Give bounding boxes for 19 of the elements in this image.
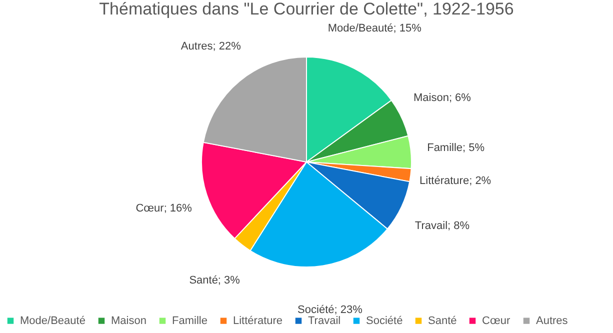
legend-label: Société — [366, 314, 403, 327]
data-label: Santé; 3% — [189, 274, 240, 287]
data-label: Société; 23% — [298, 304, 363, 316]
legend-label: Travail — [308, 314, 341, 327]
data-label: Mode/Beauté; 15% — [328, 22, 422, 34]
data-label: Maison; 6% — [413, 92, 472, 104]
data-label: Autres; 22% — [180, 40, 242, 52]
legend-label: Autres — [536, 314, 568, 327]
data-label: Famille; 5% — [427, 142, 485, 154]
data-label: Cœur; 16% — [136, 202, 192, 214]
legend-label: Maison — [111, 314, 146, 327]
legend-label: Cœur — [482, 314, 510, 327]
data-label: Travail; 8% — [414, 220, 470, 232]
chart-title: Thématiques dans "Le Courrier de Colette", 1922-1956 — [99, 0, 514, 18]
legend-label: Famille — [172, 314, 208, 327]
legend-label: Santé — [428, 314, 457, 327]
legend-label: Mode/Beauté — [20, 314, 86, 327]
legend-label: Littérature — [233, 314, 283, 327]
data-label: Littérature; 2% — [420, 174, 492, 187]
